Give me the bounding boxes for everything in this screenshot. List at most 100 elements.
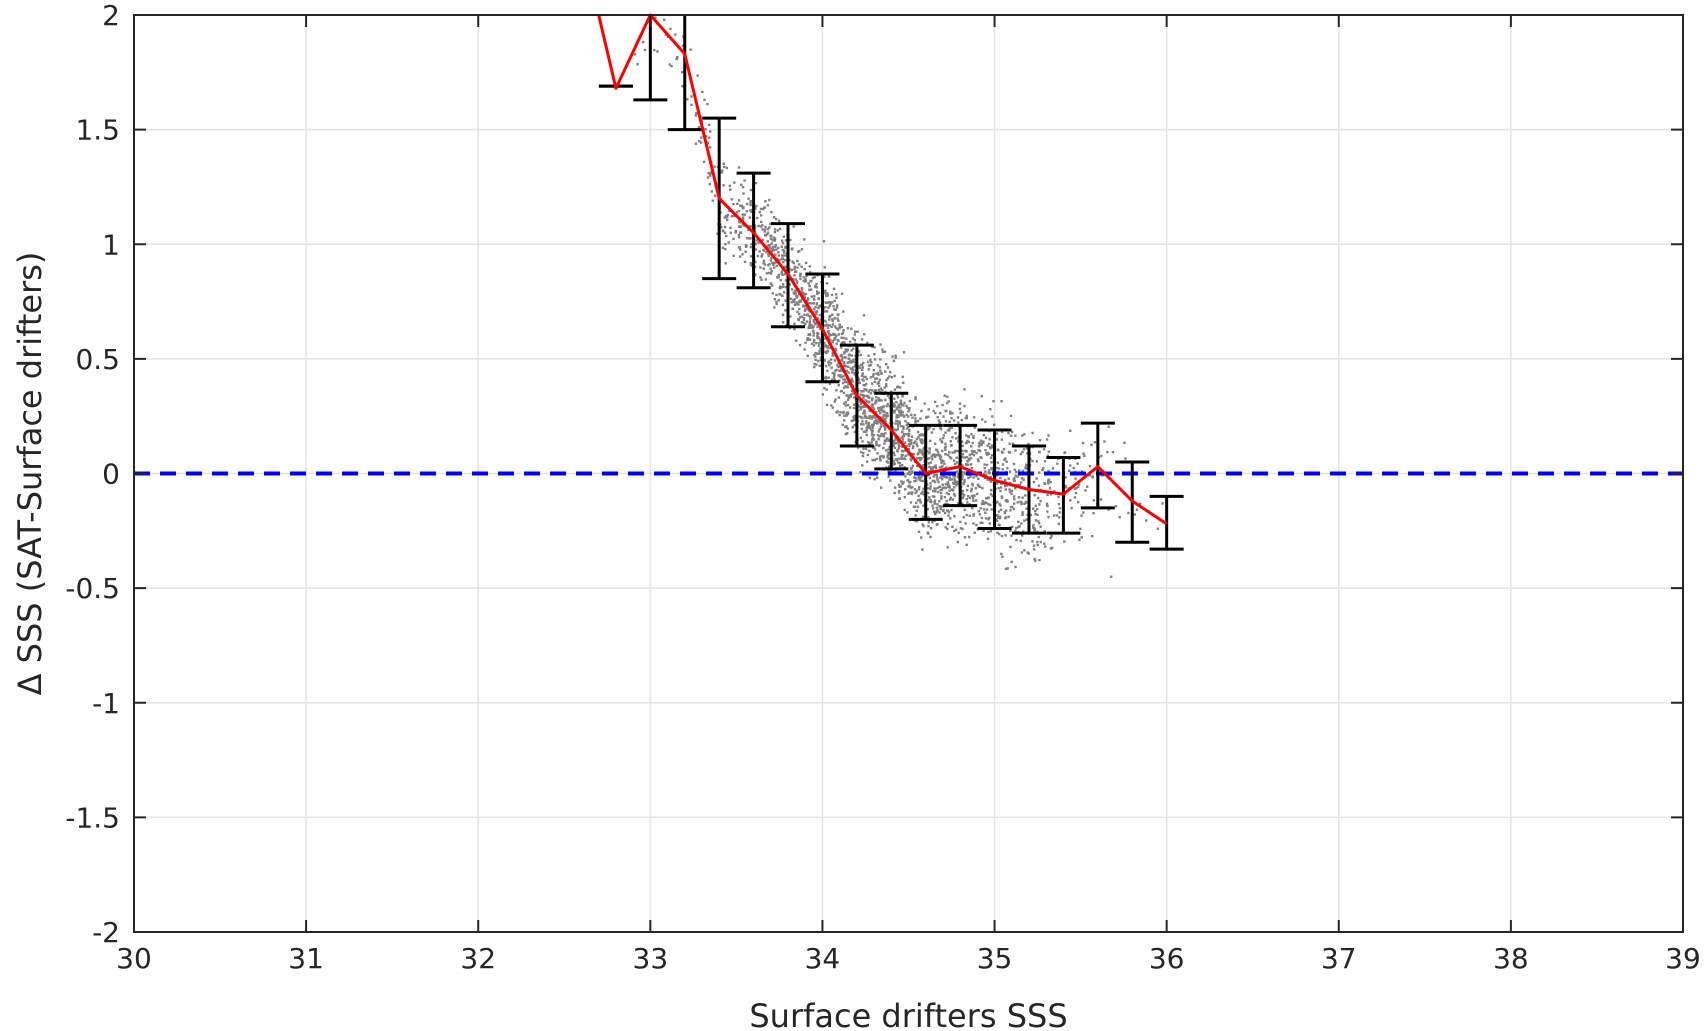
scatter-point [859,402,863,405]
scatter-point [1034,509,1037,513]
scatter-point [909,480,912,484]
scatter-point [713,165,716,168]
scatter-point [1027,442,1030,446]
scatter-point [916,430,920,434]
scatter-point [891,409,895,413]
scatter-point [858,400,862,403]
scatter-point [886,411,889,415]
scatter-point [842,391,846,394]
scatter-point [840,336,843,339]
scatter-point [710,190,713,193]
scatter-point [944,431,947,434]
scatter-point [917,451,920,455]
scatter-point [815,290,819,293]
scatter-point [802,321,805,325]
scatter-point [907,434,910,438]
scatter-point [1026,452,1029,455]
y-tick-label: -2 [92,916,120,949]
scatter-point [817,297,820,300]
scatter-point [1004,517,1007,520]
scatter-point [1019,539,1023,543]
scatter-point [830,404,833,407]
scatter-point [886,438,889,441]
scatter-point [965,497,968,501]
scatter-point [840,376,843,379]
scatter-point [1068,429,1072,433]
scatter-point [860,427,863,431]
scatter-point [918,470,922,473]
scatter-point [737,166,741,169]
scatter-point [836,364,839,367]
scatter-point [781,273,784,277]
scatter-point [899,399,903,402]
scatter-point [706,102,709,106]
scatter-point [1009,481,1012,485]
scatter-point [793,303,797,306]
scatter-point [910,492,913,496]
scatter-point [1024,494,1027,497]
scatter-point [922,487,925,491]
scatter-point [963,478,966,482]
scatter-point [861,366,865,369]
scatter-point [867,390,871,393]
scatter-point [952,419,956,422]
scatter-point [872,368,875,372]
scatter-point [960,418,964,422]
scatter-point [1010,492,1013,496]
scatter-point [1020,502,1023,506]
scatter-point [948,489,951,492]
scatter-point [972,476,975,479]
scatter-point [984,517,988,520]
scatter-point [827,306,830,309]
scatter-point [918,485,921,489]
scatter-point [802,279,805,283]
scatter-point [951,525,954,529]
scatter-point [1014,565,1017,569]
scatter-point [965,441,969,444]
scatter-point [973,531,976,534]
scatter-point [733,181,736,184]
scatter-point [896,449,899,452]
scatter-point [1017,469,1021,472]
scatter-point [998,515,1002,519]
scatter-point [972,436,975,440]
scatter-point [814,351,817,355]
scatter-point [828,324,831,327]
scatter-point [771,245,775,248]
scatter-point [932,409,935,413]
scatter-point [789,297,793,301]
scatter-point [771,292,775,295]
scatter-point [897,414,900,417]
scatter-point [842,310,845,313]
scatter-point [917,474,920,477]
scatter-point [795,280,799,283]
scatter-point [939,428,943,431]
scatter-point [940,497,943,500]
scatter-point [877,384,881,388]
scatter-point [865,377,869,381]
scatter-point [809,315,812,318]
scatter-point [920,438,924,441]
scatter-point [898,420,901,424]
scatter-point [914,476,917,480]
scatter-point [951,412,954,415]
scatter-point [840,325,844,329]
scatter-point [772,266,776,269]
scatter-point [835,334,838,338]
scatter-point [938,500,941,503]
scatter-point [830,366,833,369]
scatter-point [909,501,913,504]
scatter-point [940,475,944,478]
scatter-point [765,233,769,236]
scatter-point [1021,434,1024,437]
scatter-point [782,285,785,289]
scatter-point [770,242,773,245]
scatter-point [694,114,697,117]
scatter-point [1012,502,1016,505]
scatter-point [929,439,932,443]
scatter-point [1020,501,1023,504]
scatter-point [951,481,955,485]
scatter-point [948,420,951,424]
scatter-point [835,342,838,345]
scatter-point [694,142,698,145]
